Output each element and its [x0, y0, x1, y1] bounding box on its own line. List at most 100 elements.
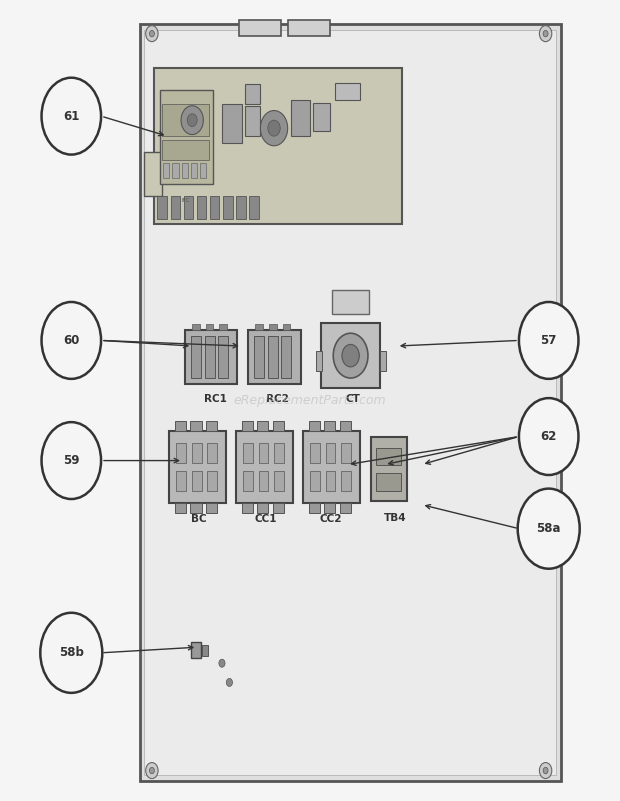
Text: 58b: 58b: [59, 646, 84, 659]
Bar: [255, 324, 263, 330]
Bar: [371, 437, 407, 501]
Bar: [340, 503, 351, 513]
Bar: [175, 503, 186, 513]
Bar: [207, 443, 217, 463]
Bar: [340, 421, 351, 431]
Bar: [239, 20, 281, 36]
Circle shape: [260, 111, 288, 146]
Circle shape: [519, 302, 578, 379]
Bar: [205, 336, 215, 378]
Bar: [162, 104, 209, 136]
Bar: [326, 471, 335, 491]
Bar: [269, 324, 277, 330]
Text: RC1: RC1: [205, 394, 227, 404]
Bar: [257, 503, 268, 513]
Bar: [283, 324, 290, 330]
Bar: [162, 140, 209, 160]
Circle shape: [187, 114, 197, 127]
Circle shape: [40, 613, 102, 693]
Bar: [341, 443, 351, 463]
Bar: [222, 104, 242, 143]
Circle shape: [342, 344, 360, 367]
Bar: [321, 323, 380, 388]
Text: 62: 62: [541, 430, 557, 443]
Bar: [176, 443, 186, 463]
Bar: [206, 324, 213, 330]
Text: BC: BC: [190, 514, 206, 524]
Text: 57: 57: [541, 334, 557, 347]
Bar: [236, 431, 293, 503]
Circle shape: [42, 78, 101, 155]
Bar: [380, 351, 386, 371]
Bar: [206, 421, 217, 431]
Bar: [324, 421, 335, 431]
Bar: [242, 421, 253, 431]
Bar: [191, 336, 201, 378]
Circle shape: [268, 120, 280, 136]
Bar: [206, 503, 217, 513]
Bar: [218, 336, 228, 378]
Bar: [332, 290, 369, 314]
Bar: [169, 431, 226, 503]
Bar: [144, 30, 556, 775]
Bar: [273, 421, 284, 431]
Bar: [219, 324, 227, 330]
Circle shape: [146, 763, 158, 779]
Bar: [170, 196, 180, 219]
Bar: [274, 471, 284, 491]
Bar: [202, 645, 208, 656]
Bar: [192, 443, 202, 463]
Bar: [191, 642, 201, 658]
Bar: [154, 68, 402, 224]
Bar: [223, 196, 232, 219]
Bar: [192, 471, 202, 491]
Bar: [335, 83, 360, 100]
Text: 58a: 58a: [536, 522, 561, 535]
Bar: [163, 163, 169, 178]
Bar: [245, 106, 260, 136]
Bar: [326, 443, 335, 463]
Bar: [207, 471, 217, 491]
Bar: [259, 471, 268, 491]
Bar: [376, 448, 401, 465]
Circle shape: [543, 767, 548, 774]
Circle shape: [146, 26, 158, 42]
Bar: [175, 421, 186, 431]
Bar: [184, 196, 193, 219]
Circle shape: [219, 659, 225, 667]
Bar: [257, 421, 268, 431]
Circle shape: [518, 489, 580, 569]
Circle shape: [149, 30, 154, 37]
Bar: [291, 100, 310, 136]
Bar: [313, 103, 330, 131]
Bar: [274, 443, 284, 463]
Bar: [210, 196, 219, 219]
Circle shape: [543, 30, 548, 37]
Text: IFC: IFC: [182, 198, 190, 203]
Circle shape: [226, 678, 232, 686]
Text: TB4: TB4: [384, 513, 407, 522]
Bar: [176, 471, 186, 491]
Bar: [190, 503, 202, 513]
Circle shape: [539, 26, 552, 42]
Bar: [172, 163, 179, 178]
Bar: [268, 336, 278, 378]
Bar: [310, 443, 320, 463]
Bar: [185, 330, 237, 384]
Bar: [376, 473, 401, 491]
Bar: [157, 196, 167, 219]
Bar: [249, 196, 259, 219]
Bar: [281, 336, 291, 378]
Circle shape: [334, 333, 368, 378]
Bar: [341, 471, 351, 491]
Bar: [160, 90, 213, 184]
Text: CC1: CC1: [254, 514, 277, 524]
Text: 60: 60: [63, 334, 79, 347]
Bar: [200, 163, 206, 178]
Bar: [140, 24, 561, 781]
Text: CC2: CC2: [319, 514, 342, 524]
Bar: [324, 503, 335, 513]
Text: eReplacementParts.com: eReplacementParts.com: [234, 394, 386, 407]
Circle shape: [539, 763, 552, 779]
Bar: [192, 324, 200, 330]
